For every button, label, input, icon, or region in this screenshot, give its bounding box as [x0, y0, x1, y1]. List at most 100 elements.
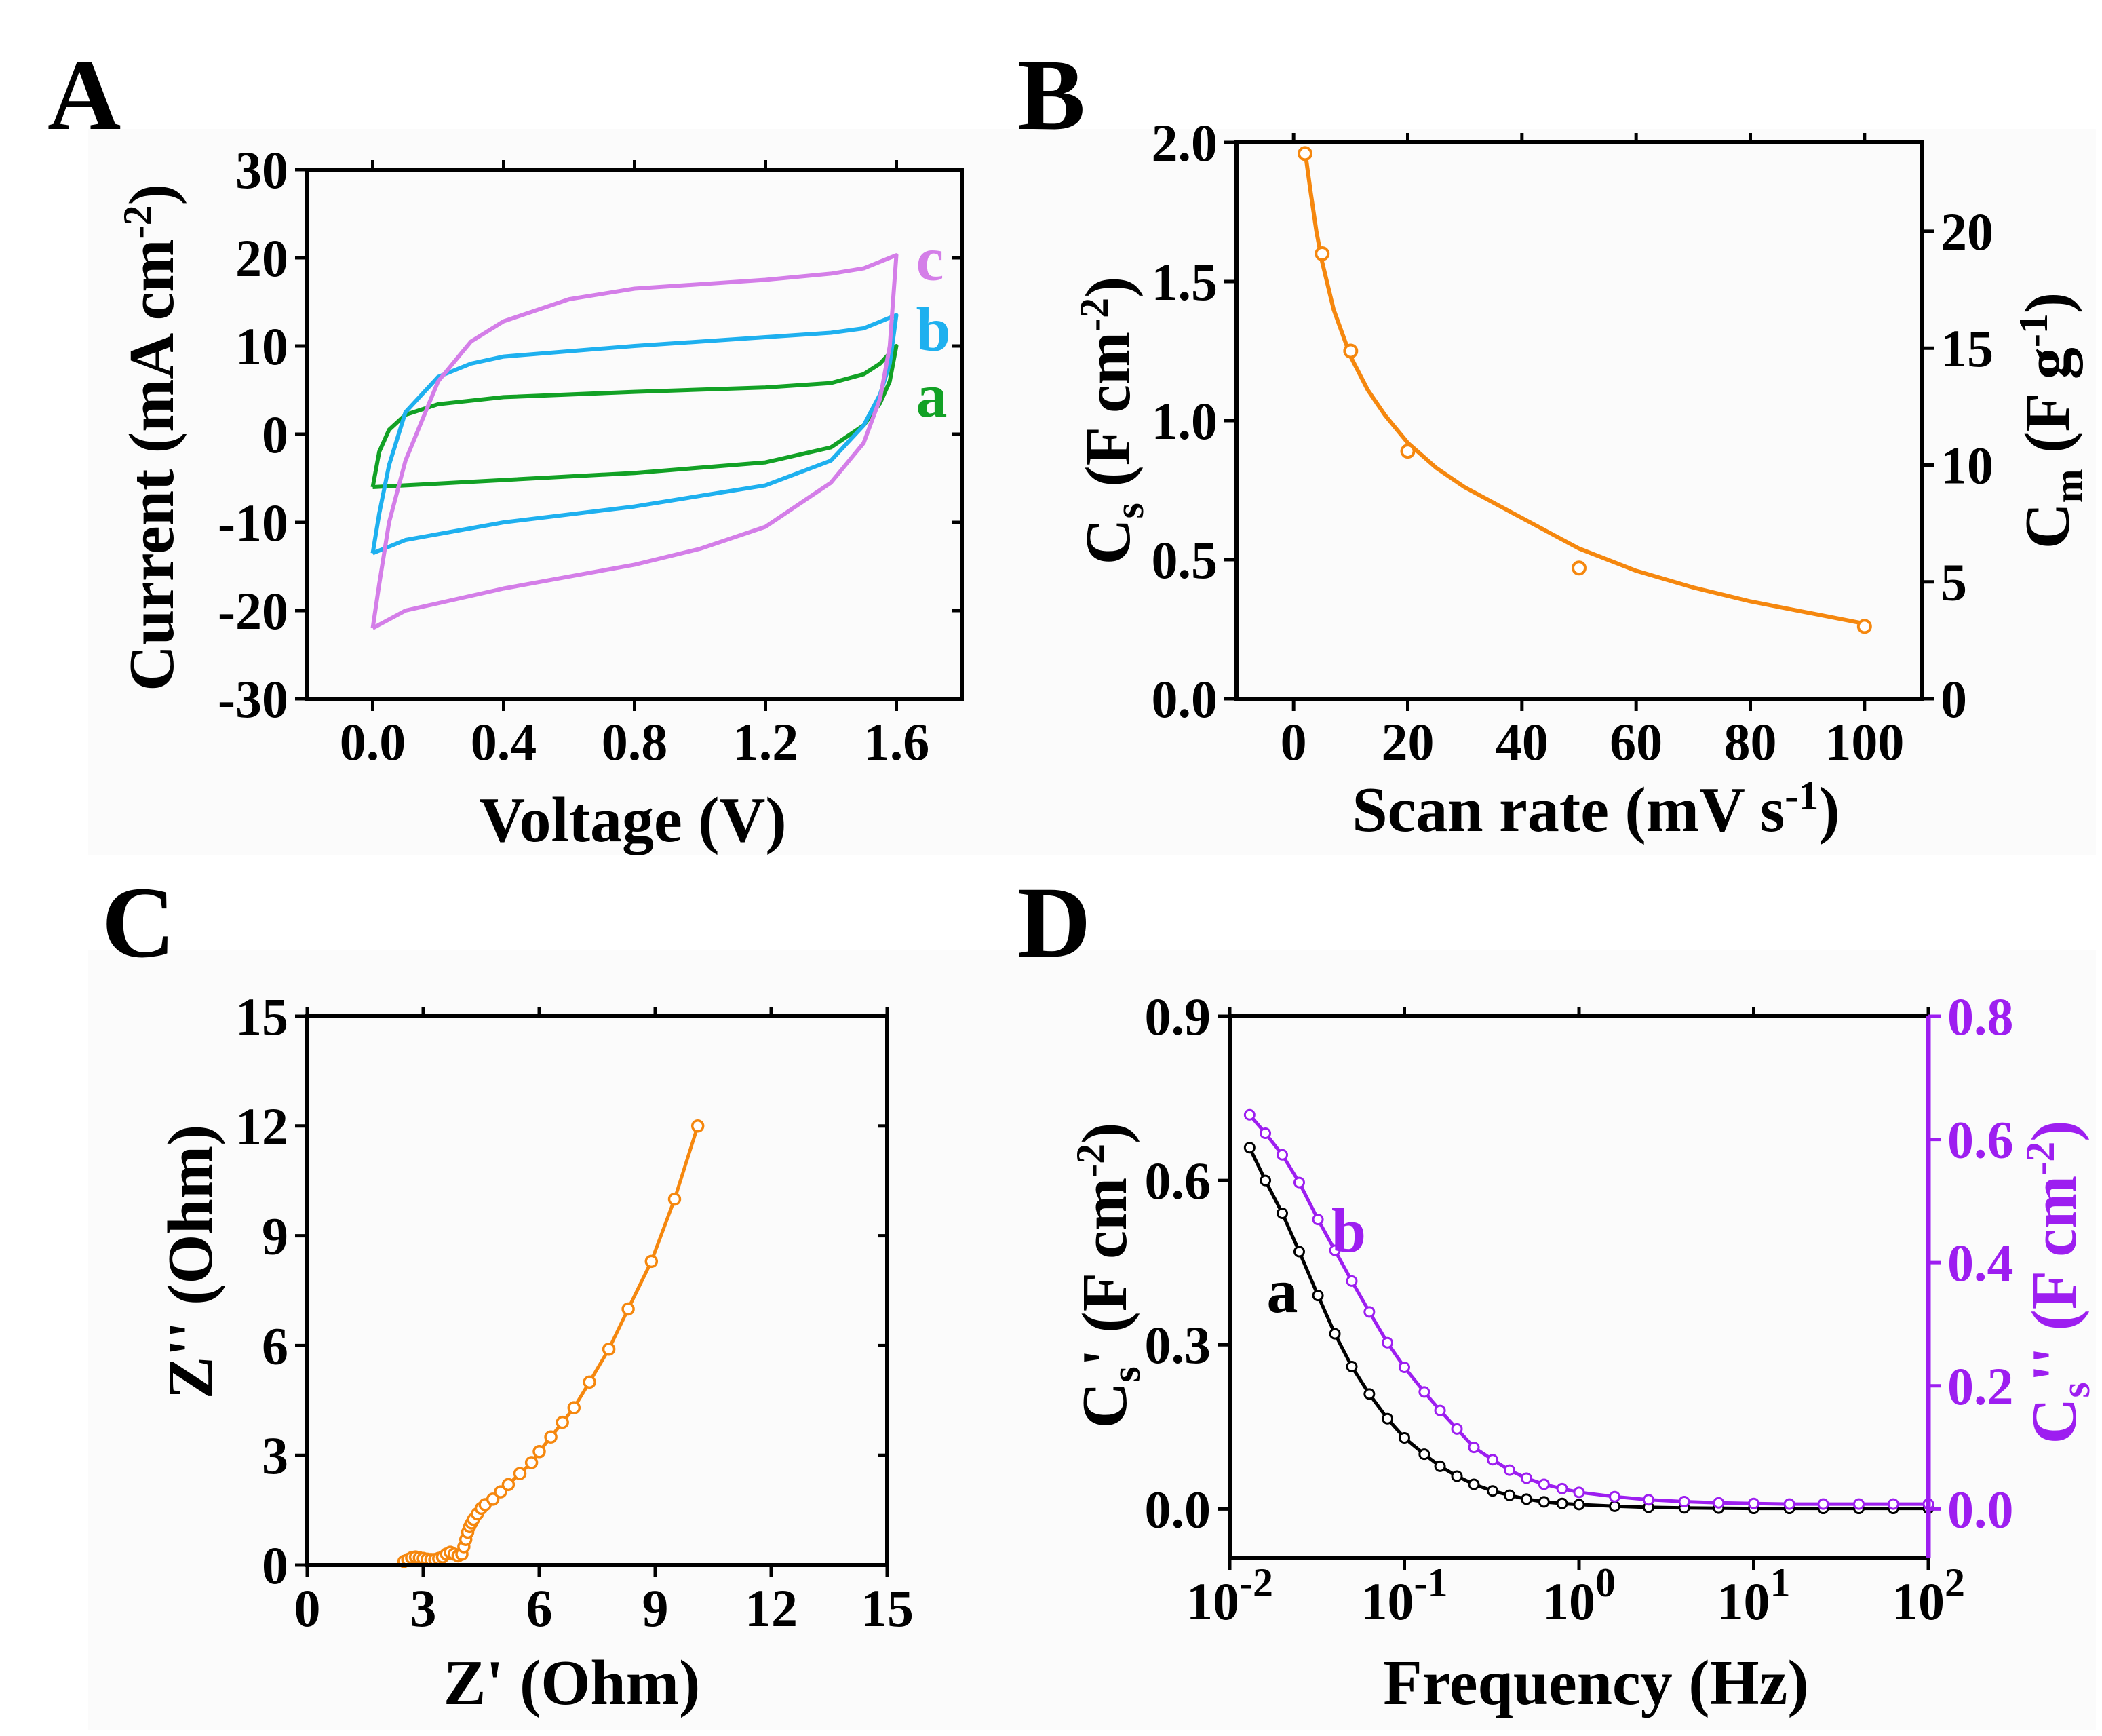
data-point	[556, 1415, 569, 1429]
chart-d-xtick-exponent: -1	[1414, 1560, 1448, 1605]
chart-a-ylabel-exp: -2	[115, 205, 160, 239]
data-point	[1572, 560, 1587, 576]
chart-c-xtick-label: 0	[294, 1579, 321, 1638]
data-point-b	[1451, 1423, 1463, 1435]
chart-b-xlabel-exp: -1	[1785, 773, 1818, 818]
data-point-a	[1399, 1431, 1410, 1444]
chart-a-ytick-label: 10	[235, 317, 288, 376]
chart-a-xtick-label: 0.8	[602, 712, 668, 771]
data-point-a	[1468, 1478, 1480, 1490]
panel-a-background	[88, 129, 1017, 855]
data-point	[532, 1445, 546, 1459]
chart-d-ytick-label: 0.6	[1145, 1151, 1211, 1210]
data-point-b	[1504, 1464, 1516, 1476]
data-point-b	[1312, 1214, 1324, 1226]
data-point-b	[1556, 1482, 1568, 1494]
data-point	[602, 1343, 616, 1356]
data-point-a	[1346, 1361, 1358, 1373]
curve-label-b: b	[1331, 1196, 1366, 1265]
data-point-a	[1609, 1500, 1621, 1512]
data-point-b	[1399, 1362, 1410, 1374]
chart-c-ytick-label: 15	[235, 987, 288, 1046]
data-point	[583, 1375, 596, 1389]
data-point-a	[1363, 1388, 1376, 1400]
data-point-b	[1434, 1404, 1446, 1416]
chart-b-ytick-label: 2.0	[1152, 113, 1218, 172]
cv-loop-c	[370, 253, 899, 630]
chart-b-ytick-label: 0.5	[1152, 531, 1218, 590]
data-point-a	[1260, 1174, 1272, 1187]
data-point-a	[1556, 1497, 1568, 1509]
chart-d-ytick-label: 0.0	[1145, 1480, 1211, 1539]
data-point-a	[1520, 1493, 1532, 1505]
curve-label-a: a	[1267, 1256, 1298, 1326]
chart-b-ytick-label: 1.5	[1152, 252, 1218, 311]
chart-c: 0 3 6 9 12 15 0 3 6 9 12 15	[235, 987, 914, 1638]
chart-a-ytick-label: -20	[218, 581, 288, 640]
chart-b-ytick-label: 0.0	[1152, 670, 1218, 729]
chart-b-xtick-label: 20	[1382, 712, 1435, 771]
data-point	[1856, 619, 1872, 634]
data-point-a	[1573, 1499, 1585, 1511]
data-point-b	[1468, 1442, 1480, 1454]
chart-c-plot-frame	[305, 1014, 889, 1567]
chart-b-xtick-label: 60	[1610, 712, 1662, 771]
data-point-a	[1434, 1460, 1446, 1472]
chart-a-xtick-label: 0.4	[471, 712, 537, 771]
data-point	[544, 1430, 558, 1444]
data-point	[567, 1401, 581, 1414]
data-point-b	[1382, 1336, 1394, 1349]
data-point	[667, 1192, 682, 1206]
data-point	[486, 1492, 500, 1506]
chart-b-xtick-label: 0	[1281, 712, 1307, 771]
data-point-b	[1243, 1108, 1256, 1121]
chart-c-xtick-label: 12	[745, 1579, 798, 1638]
data-point-b	[1520, 1472, 1532, 1484]
chart-d-xtick-exponent: -2	[1239, 1560, 1273, 1605]
data-point	[1400, 444, 1416, 459]
data-point-b	[1713, 1497, 1725, 1509]
cv-loop-a	[370, 344, 899, 489]
chart-c-ytick-label: 0	[262, 1536, 288, 1595]
data-point-b	[1817, 1498, 1829, 1510]
data-point	[494, 1485, 507, 1499]
data-point	[513, 1467, 527, 1480]
data-point	[1343, 343, 1359, 359]
chart-d-y2tick-label: 0.8	[1947, 987, 2014, 1046]
data-point-b	[1293, 1176, 1305, 1189]
data-point-b	[1642, 1494, 1654, 1506]
data-point-b	[1783, 1498, 1795, 1510]
chart-d-xlabel: Frequency (Hz)	[1383, 1648, 1808, 1718]
data-point-a	[1538, 1496, 1550, 1508]
data-point-a	[1382, 1412, 1394, 1425]
chart-a: cba 0.0 0.4 0.8 1.2 1.6 -30 -20 -10 0 10 20 30	[218, 140, 964, 771]
curve-label-a: a	[916, 361, 947, 430]
chart-a-xlabel: Voltage (V)	[479, 785, 786, 855]
chart-b-xtick-label: 80	[1724, 712, 1777, 771]
chart-d-y2tick-label: 0.0	[1947, 1480, 2014, 1539]
chart-d-xtick-exponent: 0	[1595, 1560, 1616, 1605]
data-point-a	[1243, 1142, 1256, 1154]
chart-c-xtick-label: 3	[410, 1579, 437, 1638]
cv-loop-b	[370, 313, 899, 556]
chart-a-ytick-label: -10	[218, 493, 288, 552]
data-point	[524, 1456, 539, 1469]
chart-c-xtick-label: 15	[861, 1579, 914, 1638]
chart-b: 0 20 40 60 80 100 0.0 0.5 1.0 1.5 2.0 0 5 10 15 20	[1152, 113, 1994, 771]
chart-b-xtick-label: 40	[1496, 712, 1549, 771]
chart-b-ytick-label: 1.0	[1152, 391, 1218, 450]
data-point-b	[1853, 1498, 1865, 1510]
data-point-a	[1293, 1246, 1305, 1258]
data-point-a	[1312, 1290, 1324, 1302]
chart-b-y2tick-label: 10	[1941, 436, 1993, 495]
data-point	[1315, 246, 1330, 261]
chart-d-y2tick-label: 0.2	[1947, 1357, 2014, 1416]
chart-a-xtick-label: 1.2	[733, 712, 799, 771]
data-point-b	[1609, 1490, 1621, 1503]
data-point-b	[1260, 1127, 1272, 1140]
data-point-b	[1748, 1497, 1759, 1509]
chart-c-xtick-label: 9	[642, 1579, 669, 1638]
chart-d-y2tick-label: 0.4	[1947, 1233, 2014, 1292]
curve-label-c: c	[916, 225, 943, 294]
